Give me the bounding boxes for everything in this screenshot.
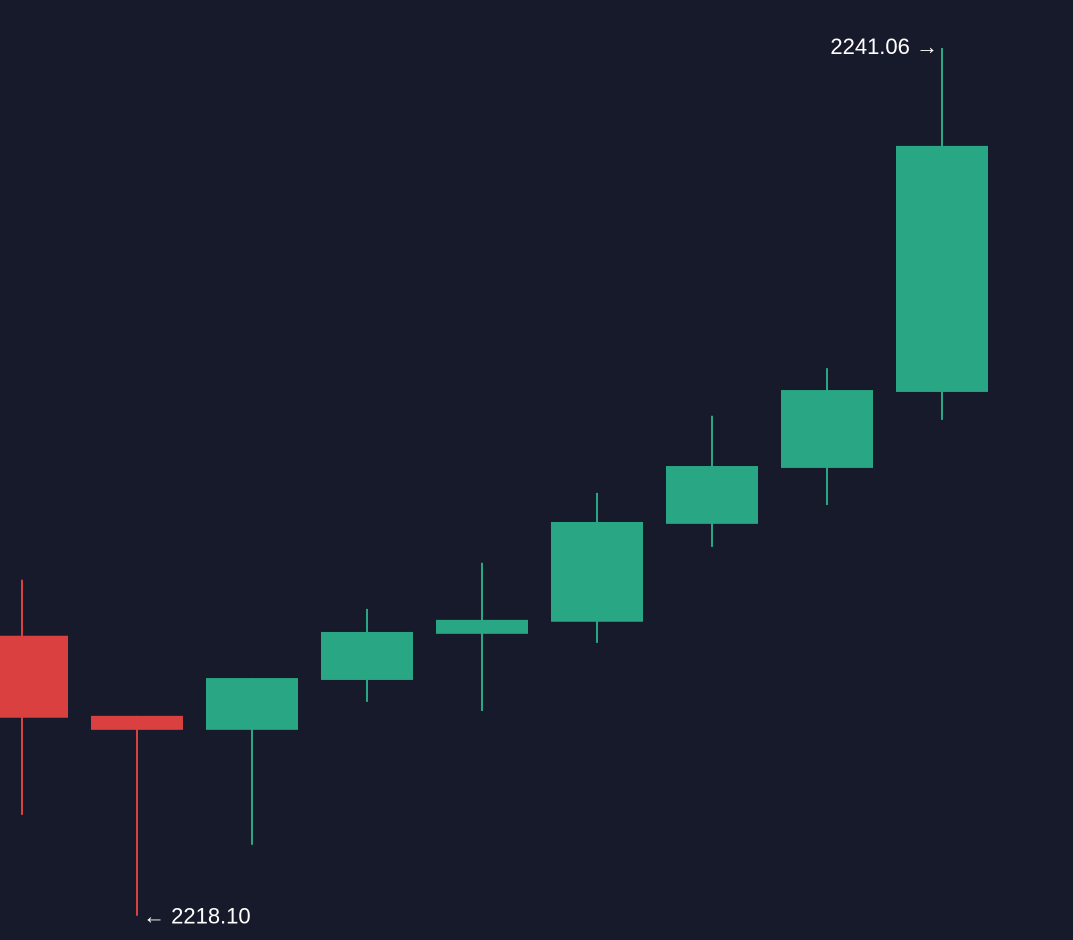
max-label: 2241.06 → [830, 34, 938, 59]
candle-body [551, 521, 643, 622]
candle-body [666, 466, 758, 524]
candle-body [206, 678, 298, 730]
candle-body [321, 631, 413, 680]
candle-body [896, 145, 988, 392]
min-label: ← 2218.10 [143, 904, 251, 929]
candle-body [0, 635, 68, 718]
candle-body [436, 619, 528, 634]
candle-body [91, 715, 183, 730]
candle-body [781, 390, 873, 468]
